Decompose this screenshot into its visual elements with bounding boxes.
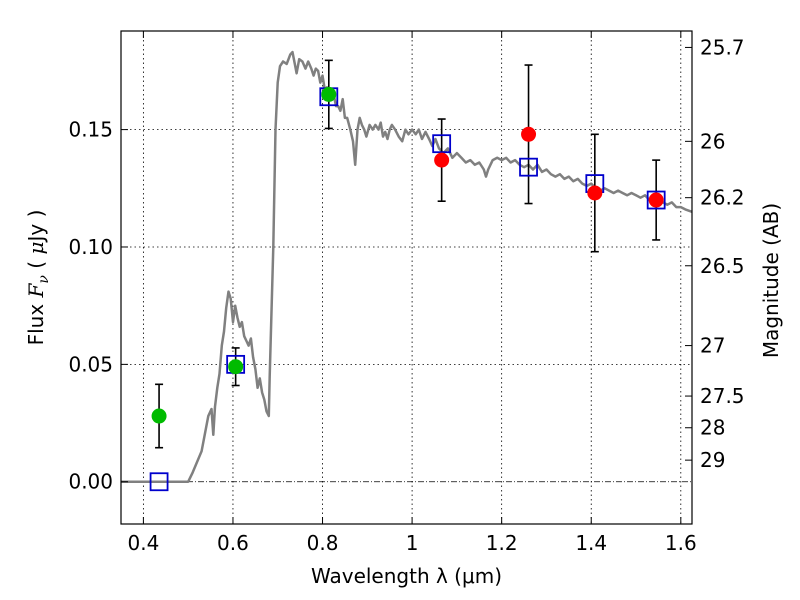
observed-ir-point (521, 126, 537, 142)
x-tick-label: 0.8 (307, 531, 339, 555)
magnitude-axis-label: Magnitude (AB) (759, 203, 783, 358)
x-tick-label: 1 (406, 531, 419, 555)
x-tick-label: 1.4 (575, 531, 607, 555)
y-tick-label: 0.15 (68, 118, 113, 142)
x-axis-label: Wavelength λ (μm) (311, 564, 502, 588)
x-tick-label: 0.6 (217, 531, 249, 555)
magnitude-tick-label: 26.2 (700, 186, 745, 210)
magnitude-tick-label: 27.5 (700, 384, 745, 408)
observed-optical-point (151, 408, 167, 424)
observed-optical-point (321, 86, 337, 102)
model-photometry-square (646, 190, 666, 210)
magnitude-tick-label: 29 (700, 448, 725, 472)
magnitude-tick-label: 26.5 (700, 254, 745, 278)
axis-ticks: 0.4 0.6 0.8 1 1.2 1.4 1.6 0.00 0.05 0.10 0.15 25.7 2… (68, 31, 745, 555)
model-sed-line (121, 50, 693, 483)
magnitude-tick-label: 25.7 (700, 35, 745, 59)
plot-frame (120, 30, 693, 525)
x-tick-label: 0.4 (127, 531, 159, 555)
x-tick-label: 1.2 (486, 531, 518, 555)
y-tick-label: 0.05 (68, 352, 113, 376)
model-photometry-square (432, 134, 452, 154)
model-photometry-square (519, 157, 538, 177)
errorbars (155, 59, 661, 449)
observed-ir-point (434, 152, 450, 168)
model-photometry-square (149, 472, 169, 492)
magnitude-tick-label: 27 (700, 334, 725, 358)
x-tick-label: 1.6 (665, 531, 697, 555)
observed-ir-point (648, 192, 664, 208)
observed-ir-point (587, 185, 603, 201)
magnitude-tick-label: 26 (700, 129, 725, 153)
observed-optical-point (228, 359, 244, 375)
y-axis-label: Flux Fν ( μJy ) (24, 210, 52, 346)
y-tick-label: 0.10 (68, 235, 113, 259)
data-markers (149, 86, 666, 492)
magnitude-tick-label: 28 (700, 416, 725, 440)
grid-layer (121, 31, 692, 524)
y-tick-label: 0.00 (68, 470, 113, 494)
